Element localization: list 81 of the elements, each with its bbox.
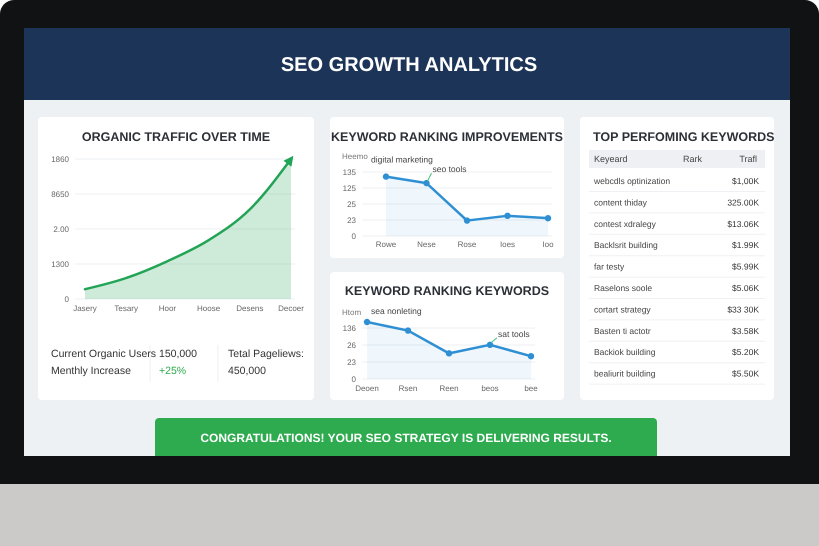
category-label: Basten ti actotr <box>594 326 651 336</box>
x-tick-label: Rose <box>458 240 477 249</box>
text: 450,000 <box>228 365 266 377</box>
point <box>486 342 494 348</box>
text: $5.06K <box>732 283 759 293</box>
text: 325.00K <box>727 197 759 208</box>
text: $33 30K <box>727 304 759 314</box>
text: 125 <box>342 184 357 193</box>
text: SEO GROWTH ANALYTICS <box>280 54 538 76</box>
category-label: Trafl <box>739 154 757 164</box>
annotation: seo tools <box>432 164 467 174</box>
text: Menthly Increase <box>51 365 132 377</box>
x-tick-label: Tesary <box>114 304 138 313</box>
category-label: cortart strategy <box>594 304 651 314</box>
text: 135 <box>342 168 357 177</box>
annotation: sat tools <box>498 328 530 339</box>
text: Current Organic Users <box>51 348 156 360</box>
category-label: far testy <box>594 262 624 272</box>
point <box>544 214 552 222</box>
chart-title: KEYWORD RANKING IMPROVEMENTS <box>331 130 563 144</box>
text: 1300 <box>51 260 70 269</box>
text: 0 <box>352 232 357 241</box>
point <box>504 212 511 220</box>
x-tick-label: Ioes <box>500 240 516 249</box>
category-label: bealiurit building <box>594 368 656 379</box>
x-tick-label: Rowe <box>376 240 397 249</box>
annotation: digital marketing <box>371 154 434 165</box>
x-tick-label: Ioo <box>542 240 554 249</box>
x-tick-label: Nese <box>417 240 436 249</box>
x-tick-label: bee <box>524 384 538 393</box>
chart-title: KEYWORD RANKING KEYWORDS <box>344 284 550 298</box>
x-tick-label: beos <box>481 384 499 393</box>
category-label: content thiday <box>594 197 647 208</box>
y-axis-title: Htom <box>342 308 362 317</box>
category-label: Raselons soole <box>594 283 652 293</box>
text: 1860 <box>51 155 70 164</box>
text: 8650 <box>51 190 70 199</box>
point <box>423 180 430 186</box>
text: $1,00K <box>732 176 759 186</box>
text: 2.00 <box>53 225 70 234</box>
x-tick-label: Decoer <box>278 304 304 313</box>
y-axis-title: Heemo <box>342 152 368 161</box>
category-label: Backiok building <box>594 347 656 358</box>
text: TOP PERFOMING KEYWORDS <box>593 130 775 144</box>
text: $13.06K <box>727 218 759 229</box>
text: $5.20K <box>732 347 759 358</box>
x-tick-label: Reen <box>439 384 459 393</box>
point <box>382 173 390 180</box>
text: $5.50K <box>732 368 759 379</box>
text: 0 <box>64 295 70 304</box>
x-tick-label: Hoose <box>197 304 221 313</box>
text: $5.99K <box>732 262 759 272</box>
category-label: Backlsrit building <box>594 240 658 250</box>
x-tick-label: Rsen <box>398 384 418 393</box>
text: 23 <box>347 216 357 225</box>
point <box>404 327 412 334</box>
annotation: sea nonleting <box>371 306 422 316</box>
text: 23 <box>347 358 357 367</box>
text: 26 <box>347 341 357 350</box>
text: $1.99K <box>732 240 759 250</box>
x-tick-label: Jasery <box>73 304 97 313</box>
text: $3.58K <box>732 326 759 336</box>
category-label: webcdls optinization <box>594 176 670 186</box>
category-label: contest xdralegy <box>594 218 656 229</box>
point <box>364 318 370 326</box>
x-tick-label: Hoor <box>158 304 176 313</box>
chart-title: ORGANIC TRAFFIC OVER TIME <box>82 130 270 144</box>
point <box>464 217 470 224</box>
category-label: Keyeard <box>594 154 628 164</box>
text: Tetal Pageliews: <box>228 348 304 360</box>
x-tick-label: Deoen <box>355 384 379 393</box>
x-tick-label: Desens <box>236 304 264 313</box>
text: 25 <box>347 200 357 209</box>
category-label: Rark <box>683 154 702 164</box>
point <box>528 353 534 360</box>
text: CONGRATULATIONS! YOUR SEO STRATEGY IS DELIVERING RESULTS. <box>200 431 612 445</box>
point <box>446 350 452 357</box>
text: 150,000 <box>159 348 198 360</box>
text: +25% <box>159 365 186 377</box>
text: 136 <box>342 324 357 333</box>
text: 0 <box>352 375 357 384</box>
